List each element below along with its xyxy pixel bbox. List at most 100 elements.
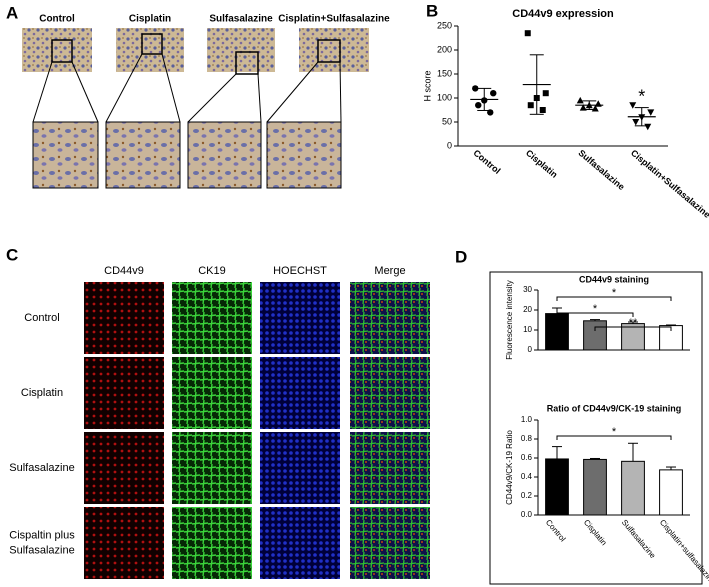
image-label: Cisplatin+Sulfasalazine bbox=[278, 14, 390, 25]
zoom-box bbox=[317, 39, 341, 63]
y-axis-label: CD44v9/CK-19 Ratio bbox=[505, 430, 514, 505]
fluorescence-image bbox=[172, 507, 252, 579]
y-tick-label: 0 bbox=[447, 140, 452, 150]
fluorescence-image bbox=[172, 357, 252, 429]
fluorescence-image bbox=[84, 432, 164, 504]
significance-bracket bbox=[556, 435, 672, 440]
y-tick-label: 0.0 bbox=[521, 510, 533, 519]
data-point bbox=[542, 90, 549, 97]
chart-title: Ratio of CD44v9/CK-19 staining bbox=[547, 403, 682, 413]
y-tick-label: 250 bbox=[437, 20, 452, 30]
significance-label: * bbox=[612, 426, 617, 438]
micrograph bbox=[207, 28, 275, 72]
y-tick-label: 0.4 bbox=[521, 472, 533, 481]
chart: B CD44v9 expression H score 0 50 100 150 200 250… bbox=[422, 1, 709, 219]
micrograph bbox=[22, 28, 92, 72]
zoom-box bbox=[141, 33, 163, 55]
data-point bbox=[475, 102, 482, 109]
x-tick-label: Cisplatin bbox=[582, 518, 609, 547]
y-axis-label: Fluorescence intensity bbox=[505, 280, 514, 360]
significance-label: * bbox=[593, 303, 598, 315]
significance-label: * bbox=[612, 287, 617, 299]
panel-label: C bbox=[6, 245, 18, 264]
column-header: CD44v9 bbox=[104, 265, 144, 277]
significance-bracket bbox=[594, 326, 672, 331]
fluorescence-image bbox=[260, 432, 340, 504]
chart: D CD44v9 staining Fluorescence intensity 0 1… bbox=[455, 247, 690, 360]
annotation: * bbox=[638, 86, 645, 106]
y-tick-label: 0.8 bbox=[521, 434, 533, 443]
panel-label: B bbox=[426, 1, 438, 20]
fluorescence-image bbox=[172, 282, 252, 354]
y-tick-label: 10 bbox=[523, 325, 532, 334]
y-tick-label: 50 bbox=[442, 116, 452, 126]
data-point bbox=[644, 123, 652, 131]
row-label: Cispaltin plus bbox=[9, 529, 75, 541]
chart-title: CD44v9 staining bbox=[579, 274, 649, 284]
y-tick-label: 20 bbox=[523, 305, 532, 314]
x-tick-label: Cisplatin+sulfasalazine bbox=[658, 518, 709, 587]
fluorescence-image bbox=[260, 357, 340, 429]
fluorescence-image bbox=[84, 507, 164, 579]
x-tick-label: Control bbox=[544, 518, 568, 544]
data-point bbox=[524, 30, 531, 37]
significance-bracket bbox=[556, 296, 672, 301]
fluorescence-image bbox=[350, 357, 430, 429]
bar bbox=[583, 458, 607, 516]
data-point bbox=[539, 107, 546, 113]
row-label: Sulfasalazine bbox=[9, 462, 74, 474]
row-label: Control bbox=[24, 312, 59, 324]
data-point bbox=[490, 90, 497, 97]
data-point bbox=[472, 85, 479, 92]
bar bbox=[583, 320, 607, 351]
row-label: Sulfasalazine bbox=[9, 544, 74, 556]
y-tick-label: 30 bbox=[523, 285, 532, 294]
x-tick-label: Sulfasalazine bbox=[620, 518, 658, 561]
panel-frame bbox=[489, 271, 703, 585]
zoom-image bbox=[266, 121, 342, 189]
column-header: Merge bbox=[374, 265, 405, 277]
bar bbox=[621, 460, 645, 516]
fluorescence-image bbox=[260, 507, 340, 579]
zoom-image bbox=[105, 121, 181, 189]
fluorescence-image bbox=[84, 282, 164, 354]
bar bbox=[545, 458, 569, 516]
data-point bbox=[579, 104, 587, 111]
y-tick-label: 100 bbox=[437, 92, 452, 102]
y-tick-label: 1.0 bbox=[521, 415, 533, 424]
data-point bbox=[576, 96, 584, 104]
bar bbox=[545, 313, 569, 351]
x-tick-label: Cisplatin bbox=[524, 148, 560, 180]
panel-a bbox=[22, 28, 369, 189]
y-tick-label: 200 bbox=[437, 44, 452, 54]
column-header: CK19 bbox=[198, 265, 226, 277]
fluorescence-image bbox=[84, 357, 164, 429]
x-tick-label: Sulfasalazine bbox=[576, 148, 626, 192]
row-label: Cisplatin bbox=[21, 387, 63, 399]
y-tick-label: 0.6 bbox=[521, 453, 533, 462]
fluorescence-image bbox=[350, 432, 430, 504]
panel-label: A bbox=[6, 3, 18, 22]
data-point bbox=[629, 102, 637, 109]
micrograph bbox=[116, 28, 184, 72]
x-tick-label: Cisplatin+Sulfasalazine bbox=[629, 148, 709, 220]
panel-c: CD44v9 CK19 HOECHST Merge Control Cisplatin Su… bbox=[9, 265, 430, 579]
image-label: Control bbox=[39, 14, 75, 25]
fluorescence-image bbox=[260, 282, 340, 354]
fluorescence-image bbox=[350, 507, 430, 579]
significance-bracket bbox=[556, 312, 634, 317]
column-header: HOECHST bbox=[273, 265, 327, 277]
zoom-image bbox=[187, 121, 262, 189]
image-label: Sulfasalazine bbox=[209, 14, 273, 25]
x-tick-label: Control bbox=[471, 148, 502, 176]
zoom-box bbox=[51, 39, 73, 63]
data-point bbox=[527, 102, 534, 109]
y-tick-label: 0.2 bbox=[521, 491, 533, 500]
chart: Ratio of CD44v9/CK-19 staining CD44v9/CK-… bbox=[505, 403, 709, 586]
micrograph bbox=[299, 28, 369, 72]
panel-label: D bbox=[455, 247, 467, 266]
y-tick-label: 150 bbox=[437, 68, 452, 78]
chart-title: CD44v9 expression bbox=[512, 8, 614, 20]
fluorescence-image bbox=[172, 432, 252, 504]
